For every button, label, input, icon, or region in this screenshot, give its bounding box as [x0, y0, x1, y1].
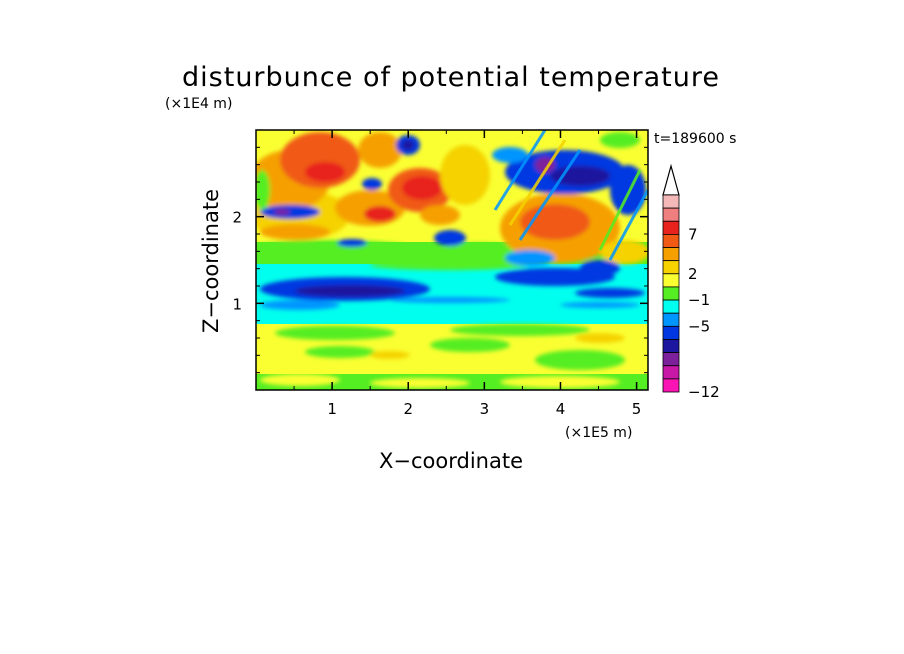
colorbar-swatch [662, 352, 680, 367]
patch [450, 324, 590, 336]
right-warm [600, 240, 648, 264]
patch [430, 338, 510, 352]
colorbar-swatch [662, 207, 680, 222]
colorbar-swatch [662, 286, 680, 301]
colorbar-swatch [662, 247, 680, 262]
x-tick-label: 4 [556, 400, 566, 418]
chart-title: disturbunce of potential temperature [182, 62, 720, 93]
colorbar-swatch [662, 194, 680, 209]
warm-cell [260, 224, 330, 240]
colorbar-swatch [662, 378, 680, 393]
cool-cell [402, 140, 414, 150]
warm-cell [402, 176, 442, 200]
colorbar-swatch [662, 339, 680, 354]
blue-strip [560, 302, 640, 308]
warm-cell [440, 145, 490, 205]
y-unit-label: (×1E4 m) [165, 96, 232, 112]
x-tick-label: 2 [403, 400, 413, 418]
wave-streak [518, 149, 582, 241]
cool-cell [434, 230, 466, 246]
right-cool [492, 147, 528, 163]
colorbar-label: −5 [688, 317, 710, 335]
warm-cell [305, 162, 345, 182]
right-cool [610, 165, 646, 215]
x-tick-label: 3 [480, 400, 490, 418]
colorbar-label: 2 [688, 265, 698, 283]
cool-cell [256, 170, 270, 210]
colorbar-label: 7 [688, 225, 698, 243]
colorbar-swatch [662, 233, 680, 248]
colorbar-swatch [662, 220, 680, 235]
right-cool [505, 250, 555, 266]
colorbar-extend-arrow [662, 163, 680, 196]
y-tick-label: 2 [232, 209, 242, 227]
blue-band-left-light [260, 300, 340, 310]
colorbar-swatch [662, 260, 680, 275]
time-label: t=189600 s [654, 131, 736, 147]
cool-cell [274, 209, 290, 215]
warm-cell [358, 132, 402, 168]
wave-streak [493, 130, 547, 211]
warm-cell [364, 206, 396, 222]
patch [575, 333, 625, 343]
right-cool [580, 260, 620, 276]
y-tick-label: 1 [232, 295, 242, 313]
patch [275, 326, 395, 340]
wave-streak [598, 169, 642, 251]
colorbar-swatch [662, 299, 680, 314]
contour-field [256, 130, 648, 390]
wave-streak [608, 189, 648, 261]
green-strip [370, 260, 530, 270]
patch [370, 378, 470, 388]
colorbar-label: −12 [688, 383, 720, 401]
plot-frame [255, 129, 649, 391]
colorbar-label: −1 [688, 291, 710, 309]
blue-strip [390, 297, 510, 303]
colorbar: 7 2 −1 −5 −12 [662, 163, 720, 401]
patch [370, 351, 410, 359]
right-cool [600, 132, 640, 148]
x-axis-title: X−coordinate [379, 449, 523, 473]
patch [305, 346, 375, 358]
cool-cell [362, 178, 382, 190]
upper-green [256, 240, 410, 256]
plot-axes: 1 2 3 4 5 1 2 [232, 129, 649, 418]
blue-band-left-inner [295, 285, 405, 297]
wave-streak [508, 139, 567, 226]
upper-green [440, 243, 520, 261]
x-unit-label: (×1E5 m) [565, 425, 632, 441]
colorbar-swatch [662, 365, 680, 380]
colorbar-swatch [662, 325, 680, 340]
blue-band-right-tail [575, 288, 645, 298]
patch [260, 374, 340, 386]
colorbar-swatch [662, 312, 680, 327]
y-axis-title: Z−coordinate [199, 189, 223, 333]
cool-cell [337, 239, 367, 247]
colorbar-swatch [662, 273, 680, 288]
patch [535, 350, 625, 370]
x-tick-label: 1 [327, 400, 337, 418]
x-tick-label: 5 [632, 400, 642, 418]
warm-cell [420, 205, 460, 225]
